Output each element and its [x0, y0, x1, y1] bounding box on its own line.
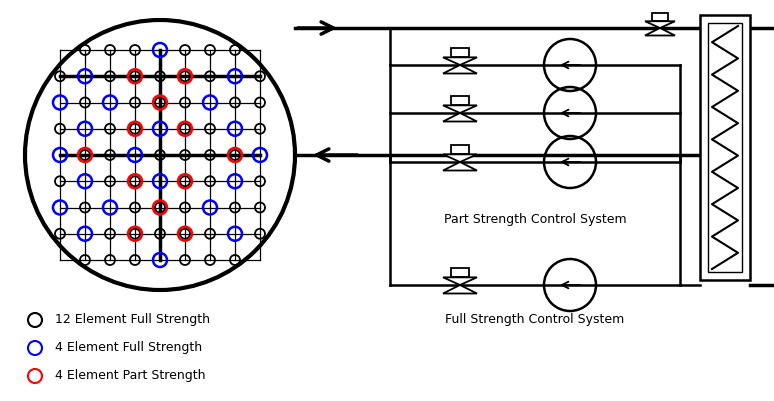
Bar: [708, 23, 742, 272]
Bar: [700, 15, 750, 280]
Bar: [450, 268, 469, 277]
Polygon shape: [443, 162, 477, 170]
Polygon shape: [443, 57, 477, 65]
Bar: [450, 48, 469, 57]
Text: 4 Element Part Strength: 4 Element Part Strength: [55, 369, 206, 383]
Bar: [652, 13, 668, 21]
Text: Full Strength Control System: Full Strength Control System: [445, 314, 625, 326]
Text: 4 Element Full Strength: 4 Element Full Strength: [55, 342, 202, 354]
Polygon shape: [443, 65, 477, 73]
Polygon shape: [443, 277, 477, 285]
Polygon shape: [443, 285, 477, 294]
Bar: [450, 96, 469, 105]
Polygon shape: [443, 154, 477, 162]
Bar: [450, 145, 469, 154]
Polygon shape: [443, 105, 477, 113]
Polygon shape: [645, 28, 675, 36]
Polygon shape: [645, 21, 675, 28]
Text: Part Strength Control System: Part Strength Control System: [444, 213, 626, 227]
Text: 12 Element Full Strength: 12 Element Full Strength: [55, 314, 210, 326]
Polygon shape: [443, 113, 477, 122]
